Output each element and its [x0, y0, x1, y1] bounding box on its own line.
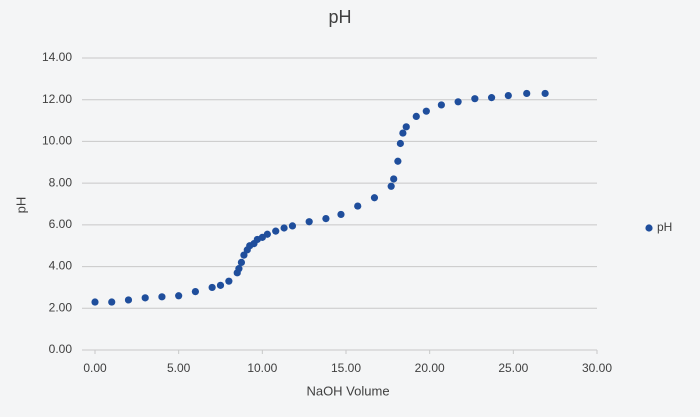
data-point — [337, 210, 345, 219]
x-tick-label: 30.00 — [582, 361, 612, 375]
data-point — [240, 251, 248, 259]
y-tick-label: 6.00 — [49, 217, 73, 231]
data-point — [387, 182, 395, 190]
data-point — [263, 230, 271, 238]
data-point — [158, 293, 166, 301]
y-tick-label: 4.00 — [49, 259, 73, 273]
data-point — [91, 298, 99, 306]
data-point — [523, 89, 531, 98]
data-point — [504, 91, 512, 100]
data-point — [322, 215, 330, 223]
data-point — [305, 218, 313, 226]
data-point — [454, 98, 462, 106]
data-point — [370, 194, 379, 202]
data-point — [108, 298, 116, 306]
data-point — [394, 157, 402, 165]
data-point — [399, 129, 407, 137]
data-point — [237, 258, 246, 266]
data-point — [141, 294, 149, 302]
x-tick-label: 20.00 — [415, 361, 445, 375]
data-point — [402, 123, 410, 131]
data-point — [216, 281, 225, 289]
chart-title: pH — [328, 7, 351, 27]
data-point — [288, 222, 297, 230]
data-point — [208, 283, 216, 292]
legend-marker — [645, 224, 653, 232]
y-axis-label: pH — [13, 197, 28, 214]
data-point — [175, 292, 183, 300]
y-tick-label: 12.00 — [42, 92, 72, 106]
data-point — [396, 139, 404, 148]
legend-label: pH — [657, 220, 672, 234]
data-point — [541, 89, 549, 98]
x-tick-label: 15.00 — [331, 361, 361, 375]
data-point — [437, 101, 445, 109]
x-axis-label: NaOH Volume — [306, 383, 389, 398]
data-point — [487, 94, 496, 102]
data-point — [225, 277, 233, 285]
x-tick-label: 10.00 — [247, 361, 277, 375]
data-point — [124, 296, 133, 304]
data-point — [272, 227, 280, 235]
y-tick-label: 0.00 — [49, 342, 73, 356]
data-point — [471, 95, 479, 103]
x-tick-label: 5.00 — [167, 361, 191, 375]
data-point — [354, 202, 362, 210]
x-tick-label: 25.00 — [498, 361, 528, 375]
data-point — [422, 107, 430, 115]
y-tick-label: 2.00 — [49, 300, 73, 314]
data-point — [390, 175, 398, 183]
x-tick-label: 0.00 — [83, 361, 107, 375]
data-point — [191, 288, 199, 296]
y-tick-label: 14.00 — [42, 50, 72, 64]
data-point — [280, 224, 288, 232]
data-point — [235, 265, 243, 273]
y-tick-label: 10.00 — [42, 134, 72, 148]
data-point — [412, 112, 420, 120]
y-tick-label: 8.00 — [49, 175, 73, 189]
